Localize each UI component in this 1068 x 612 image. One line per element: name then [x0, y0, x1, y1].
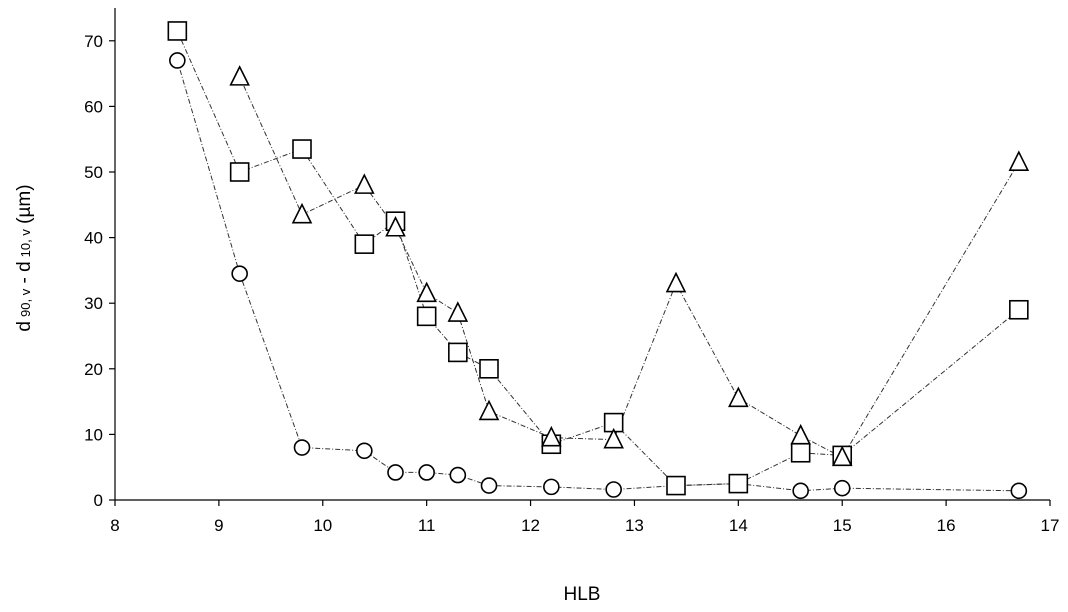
- y-tick-label: 60: [84, 97, 103, 116]
- y-axis-title-sub1: 90, v: [18, 288, 33, 317]
- x-tick-label: 16: [937, 516, 956, 535]
- data-point-triangle: [665, 271, 687, 293]
- data-point-triangle: [728, 386, 749, 408]
- x-tick-label: 14: [729, 516, 748, 535]
- x-tick-label: 9: [214, 516, 223, 535]
- data-point-circle: [356, 442, 373, 460]
- x-tick-label: 15: [833, 516, 852, 535]
- data-point-square: [448, 342, 468, 363]
- data-point-circle: [792, 482, 809, 500]
- y-axis-title: d 90, v - d 10, v (µm): [14, 184, 35, 331]
- y-axis-title-d1: d: [14, 321, 35, 332]
- data-point-square: [1009, 299, 1029, 320]
- data-point-circle: [293, 439, 311, 456]
- data-point-circle: [449, 466, 467, 484]
- x-tick-label: 13: [625, 516, 644, 535]
- data-point-circle: [387, 464, 404, 481]
- data-point-circle: [418, 464, 435, 481]
- x-tick-label: 10: [313, 516, 332, 535]
- y-tick-label: 40: [84, 229, 103, 248]
- data-point-circle: [605, 481, 622, 498]
- data-point-triangle: [229, 65, 250, 86]
- y-axis-title-sub2: 10, v: [18, 229, 33, 258]
- data-point-triangle: [385, 215, 406, 237]
- data-point-circle: [833, 479, 851, 497]
- data-point-circle: [543, 478, 560, 496]
- series-markers: [167, 21, 1030, 500]
- data-point-circle: [169, 52, 186, 69]
- series-line-triangle: [239, 76, 1020, 459]
- x-ticks: 8 9 10 11 12 13 14 15 16 17: [110, 500, 1059, 535]
- data-point-square: [292, 139, 312, 159]
- series-lines: [176, 30, 1020, 492]
- data-point-square: [416, 306, 437, 327]
- data-point-square: [728, 473, 749, 494]
- data-point-circle: [480, 477, 498, 494]
- data-point-triangle: [447, 301, 469, 322]
- x-tick-label: 11: [418, 516, 436, 535]
- x-tick-label: 12: [521, 516, 540, 535]
- y-tick-label: 20: [84, 360, 103, 379]
- series-line-square: [176, 30, 1020, 487]
- x-tick-label: 8: [110, 516, 119, 535]
- data-point-triangle: [478, 399, 500, 421]
- data-point-triangle: [416, 281, 437, 303]
- y-tick-label: 50: [84, 163, 103, 182]
- x-tick-label: 17: [1041, 516, 1060, 535]
- data-point-triangle: [831, 445, 853, 467]
- axes: [114, 8, 1050, 501]
- data-point-square: [229, 162, 250, 182]
- y-tick-label: 70: [84, 32, 103, 51]
- data-point-triangle: [291, 202, 313, 224]
- y-tick-label: 0: [94, 491, 103, 510]
- data-point-triangle: [541, 425, 562, 447]
- x-axis-title: HLB: [564, 584, 601, 605]
- data-point-triangle: [1008, 150, 1030, 171]
- data-point-square: [479, 358, 499, 379]
- data-point-square: [354, 234, 375, 254]
- data-point-square: [666, 475, 686, 496]
- data-point-square: [167, 21, 188, 41]
- y-tick-label: 30: [84, 294, 103, 313]
- data-point-circle: [231, 265, 248, 282]
- y-axis-title-sep: - d: [14, 261, 35, 288]
- data-point-square: [790, 442, 811, 463]
- data-point-circle: [1010, 482, 1028, 500]
- data-point-triangle: [354, 173, 375, 194]
- y-tick-label: 10: [84, 425, 103, 444]
- y-axis-title-unit: (µm): [14, 184, 35, 229]
- y-ticks: 0 10 20 30 40 50 60 70: [84, 32, 115, 510]
- series-line-circle: [176, 60, 1019, 492]
- data-point-triangle: [790, 423, 811, 445]
- data-point-triangle: [603, 427, 624, 449]
